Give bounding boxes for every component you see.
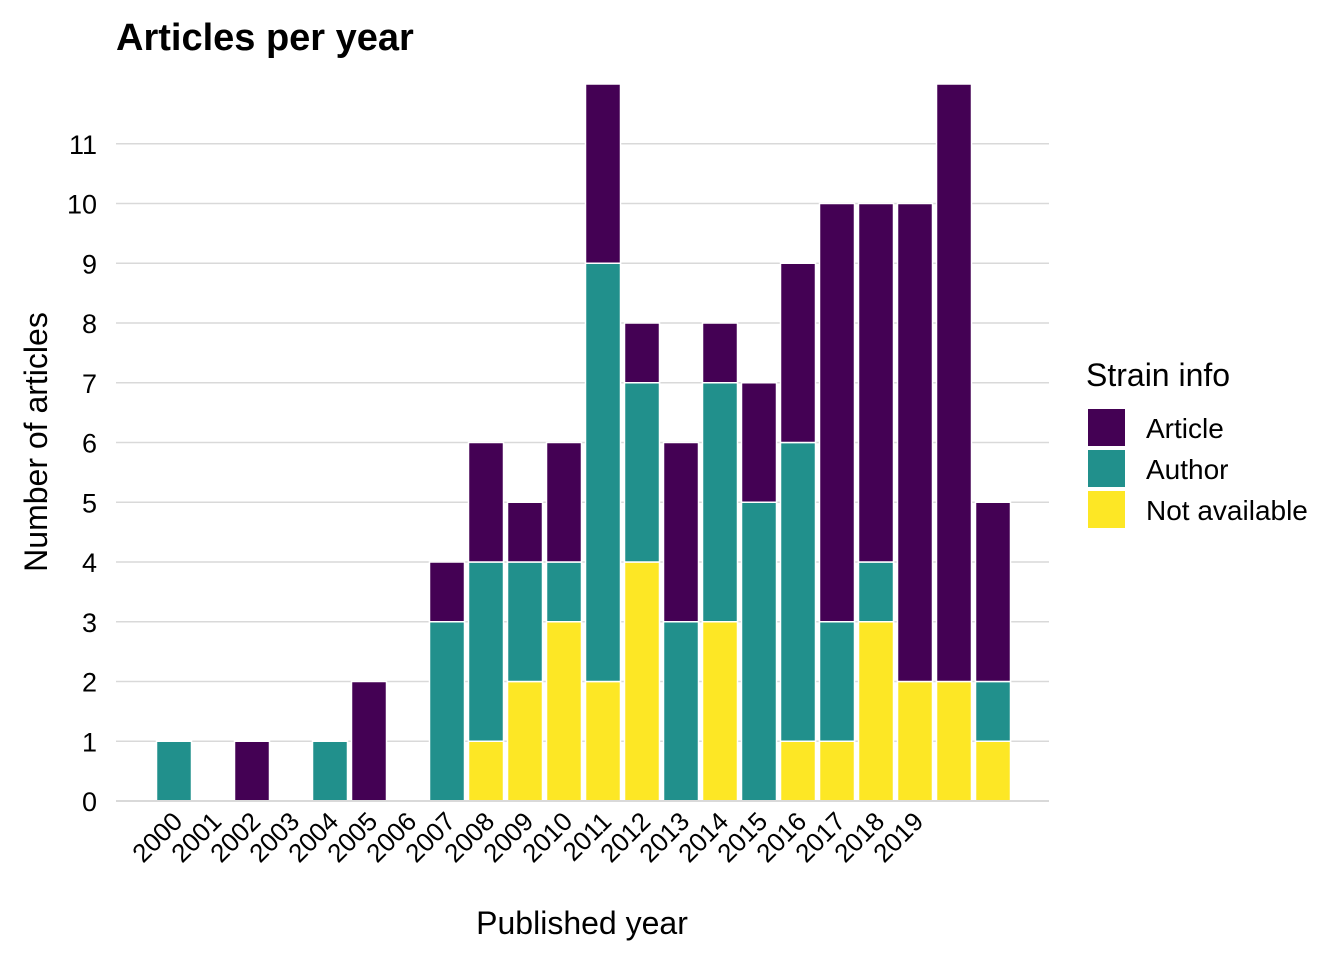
bar-segment xyxy=(662,441,700,623)
bar-segment xyxy=(818,202,856,623)
bar-segment xyxy=(779,740,817,802)
bars xyxy=(155,83,1012,802)
bar-segment xyxy=(974,740,1012,802)
bar-segment xyxy=(779,441,817,742)
legend-items: Article Author Not available xyxy=(1088,409,1308,528)
bar-segment xyxy=(623,561,661,802)
bar-segment xyxy=(701,382,739,623)
bar-segment xyxy=(857,561,895,623)
bar-segment xyxy=(506,501,544,563)
bar-segment xyxy=(818,621,856,742)
legend-label: Not available xyxy=(1146,495,1308,526)
bar-segment xyxy=(467,740,505,802)
bar-segment xyxy=(428,621,466,802)
x-tick-labels: 2000200120022003200420052006200720082009… xyxy=(126,806,929,868)
bar-segment xyxy=(545,561,583,623)
bar-segment xyxy=(857,621,895,802)
bar-segment xyxy=(545,441,583,563)
y-tick-label: 5 xyxy=(82,488,97,518)
y-tick-label: 6 xyxy=(82,429,97,459)
bar-segment xyxy=(506,680,544,802)
y-tick-label: 10 xyxy=(67,190,97,220)
bar-segment xyxy=(584,83,622,264)
bar-segment xyxy=(233,740,271,802)
y-axis-label: Number of articles xyxy=(18,312,54,572)
bar-segment xyxy=(545,621,583,802)
y-tick-label: 3 xyxy=(82,608,97,638)
bar-segment xyxy=(662,621,700,802)
bar-segment xyxy=(974,501,1012,683)
bar-segment xyxy=(467,441,505,563)
legend-swatch xyxy=(1088,491,1125,528)
legend-title: Strain info xyxy=(1086,357,1230,393)
bar-segment xyxy=(857,202,895,563)
bar-segment xyxy=(428,561,466,623)
y-tick-label: 4 xyxy=(82,548,97,578)
bar-segment xyxy=(974,680,1012,742)
bar-segment xyxy=(584,680,622,802)
bar-segment xyxy=(155,740,193,802)
y-tick-label: 8 xyxy=(82,309,97,339)
bar-segment xyxy=(740,501,778,802)
y-tick-label: 9 xyxy=(82,249,97,279)
bar-segment xyxy=(701,621,739,802)
bar-segment xyxy=(818,740,856,802)
y-tick-label: 7 xyxy=(82,369,97,399)
legend: Strain info Article Author Not available xyxy=(1086,357,1308,528)
bar-segment xyxy=(467,561,505,742)
bar-segment xyxy=(506,561,544,683)
bar-segment xyxy=(623,322,661,384)
legend-swatch xyxy=(1088,409,1125,446)
bar-segment xyxy=(896,202,934,683)
x-axis-label: Published year xyxy=(476,905,688,941)
bar-segment xyxy=(935,680,973,802)
chart-title: Articles per year xyxy=(116,17,414,59)
legend-swatch xyxy=(1088,450,1125,487)
y-tick-label: 11 xyxy=(69,130,97,160)
legend-label: Author xyxy=(1146,454,1229,485)
bar-segment xyxy=(584,262,622,683)
bar-segment xyxy=(311,740,349,802)
bar-segment xyxy=(779,262,817,444)
y-tick-label: 1 xyxy=(82,727,97,757)
y-tick-label: 0 xyxy=(82,787,97,817)
bar-segment xyxy=(350,680,388,802)
legend-label: Article xyxy=(1146,413,1224,444)
y-tick-label: 2 xyxy=(82,668,97,698)
bar-segment xyxy=(701,322,739,384)
bar-segment xyxy=(935,83,973,683)
y-tick-labels: 0 1 2 3 4 5 6 7 8 9 10 11 xyxy=(67,130,97,817)
bar-segment xyxy=(623,382,661,563)
bar-segment xyxy=(896,680,934,802)
bar-segment xyxy=(740,382,778,503)
